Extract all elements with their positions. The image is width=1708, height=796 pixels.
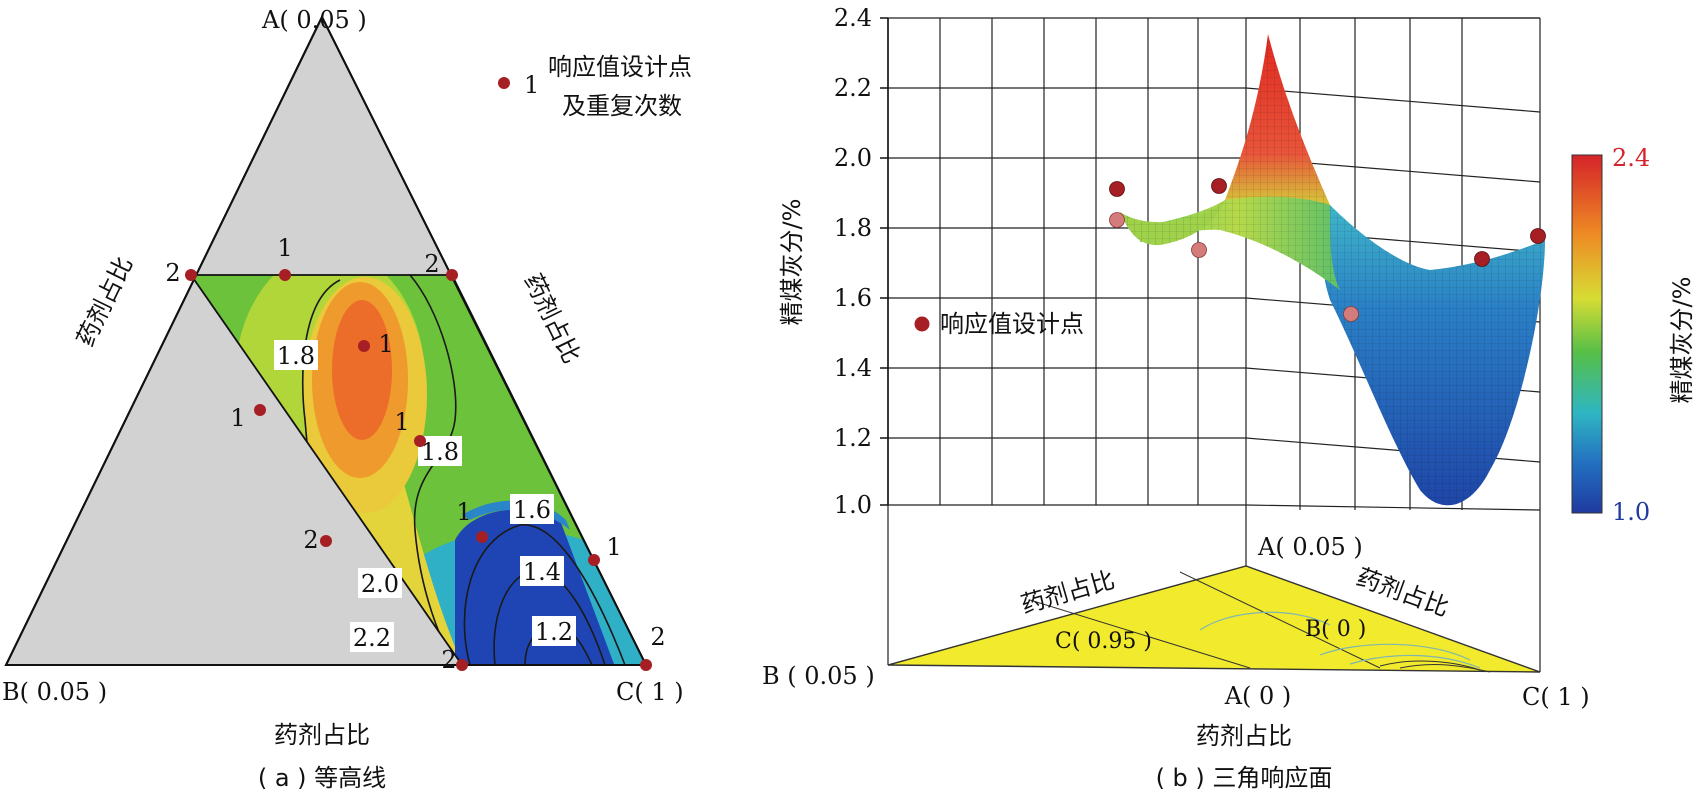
surface-point xyxy=(1109,181,1125,197)
colorbar-min-label: 1.0 xyxy=(1612,498,1650,526)
design-point xyxy=(588,554,600,566)
svg-text:1.2: 1.2 xyxy=(535,618,573,646)
base-inner-label-b: B( 0 ) xyxy=(1305,617,1366,642)
design-points xyxy=(185,269,652,671)
z-tick-label: 2.4 xyxy=(834,4,872,32)
z-tick-label: 2.2 xyxy=(834,74,872,102)
surface-point xyxy=(1211,178,1227,194)
svg-text:1.8: 1.8 xyxy=(277,342,315,370)
legend-marker xyxy=(914,316,930,332)
z-tick-label: 1.4 xyxy=(834,354,872,382)
legend-text-line1: 响应值设计点 xyxy=(548,53,692,81)
panel-a-legend: 1 响应值设计点 及重复次数 xyxy=(498,53,692,120)
z-tick-label: 1.8 xyxy=(834,214,872,242)
design-point xyxy=(279,269,291,281)
right-edge-label: 药剂占比 xyxy=(519,269,586,368)
base-inner-label-c: C( 0.95 ) xyxy=(1055,629,1152,654)
contour-label: 1.8 xyxy=(274,340,318,370)
z-tick-label: 2.0 xyxy=(834,144,872,172)
point-count: 1 xyxy=(606,533,621,561)
legend-marker xyxy=(498,77,510,89)
response-surface xyxy=(1120,34,1545,506)
surface-point xyxy=(1191,242,1207,258)
ternary-base: A( 0.05 ) B ( 0.05 ) C( 1 ) C( 0.95 ) B(… xyxy=(762,505,1590,750)
surface-point xyxy=(1109,212,1125,228)
contour-label: 1.2 xyxy=(532,616,576,646)
panel-b: 2.4 2.2 2.0 1.8 1.6 1.4 1.2 1.0 精煤灰分/% xyxy=(762,4,1696,792)
vertex-label-left: B( 0.05 ) xyxy=(2,678,107,706)
bottom-tick-a0: A( 0 ) xyxy=(1224,682,1292,710)
design-point xyxy=(446,269,458,281)
base-vertex-top: A( 0.05 ) xyxy=(1257,533,1363,561)
colorbar: 2.4 1.0 精煤灰分/% xyxy=(1571,144,1696,526)
panel-a: 1.8 1.8 1.6 1.4 1.2 2.0 2.2 2 1 2 1 xyxy=(2,6,692,792)
point-count: 2 xyxy=(165,259,180,287)
svg-text:1.4: 1.4 xyxy=(523,558,561,586)
point-count: 1 xyxy=(378,330,393,358)
svg-text:1.6: 1.6 xyxy=(513,496,551,524)
design-point xyxy=(456,659,468,671)
panel-b-legend: 响应值设计点 xyxy=(914,310,1084,338)
design-point xyxy=(185,269,197,281)
design-point xyxy=(254,404,266,416)
z-tick-label: 1.0 xyxy=(834,491,872,519)
z-tick-label: 1.6 xyxy=(834,284,872,312)
svg-text:2.0: 2.0 xyxy=(361,570,399,598)
panel-a-caption: ( a ) 等高线 xyxy=(258,764,386,792)
contour-label: 1.6 xyxy=(510,494,554,524)
design-point xyxy=(476,531,488,543)
z-tick-label: 1.2 xyxy=(834,424,872,452)
contour-label: 2.2 xyxy=(350,622,394,652)
base-triangle xyxy=(887,565,1541,673)
base-vertex-left: B ( 0.05 ) xyxy=(762,662,875,690)
point-count: 1 xyxy=(230,404,245,432)
point-count: 1 xyxy=(456,498,471,526)
legend-label: 响应值设计点 xyxy=(940,310,1084,338)
design-point xyxy=(414,435,426,447)
surface-design-points xyxy=(1109,178,1546,322)
surface-point xyxy=(1474,251,1490,267)
design-point xyxy=(640,659,652,671)
vertex-label-top: A( 0.05 ) xyxy=(261,6,367,34)
contour-labels: 1.8 1.8 1.6 1.4 1.2 2.0 2.2 xyxy=(274,340,576,652)
panel-b-caption: ( b ) 三角响应面 xyxy=(1156,764,1333,792)
surface-point xyxy=(1530,228,1546,244)
point-count: 2 xyxy=(650,623,665,651)
z-axis-title: 精煤灰分/% xyxy=(778,199,806,326)
point-count: 1 xyxy=(394,408,409,436)
z-axis: 2.4 2.2 2.0 1.8 1.6 1.4 1.2 1.0 精煤灰分/% xyxy=(778,4,889,519)
point-count: 2 xyxy=(424,250,439,278)
surface-point xyxy=(1343,306,1359,322)
base-axis-title: 药剂占比 xyxy=(1196,722,1292,750)
colorbar-max-label: 2.4 xyxy=(1612,144,1650,172)
legend-marker-label: 1 xyxy=(524,71,539,99)
contour-label: 2.0 xyxy=(358,568,402,598)
point-count: 2 xyxy=(441,646,456,674)
legend-text-line2: 及重复次数 xyxy=(562,92,682,120)
svg-text:1.8: 1.8 xyxy=(421,438,459,466)
design-point xyxy=(358,340,370,352)
contour-label: 1.4 xyxy=(520,556,564,586)
base-vertex-right: C( 1 ) xyxy=(1522,683,1590,711)
design-point-counts: 2 1 2 1 1 1 2 1 1 2 2 xyxy=(165,234,665,674)
point-count: 1 xyxy=(277,234,292,262)
point-count: 2 xyxy=(303,526,318,554)
panel-a-axis-title: 药剂占比 xyxy=(274,721,370,749)
colorbar-title: 精煤灰分/% xyxy=(1668,277,1696,404)
design-point xyxy=(320,535,332,547)
colorbar-gradient xyxy=(1571,154,1603,514)
vertex-label-right: C( 1 ) xyxy=(616,678,684,706)
left-edge-label: 药剂占比 xyxy=(71,252,138,351)
svg-text:2.2: 2.2 xyxy=(353,624,391,652)
